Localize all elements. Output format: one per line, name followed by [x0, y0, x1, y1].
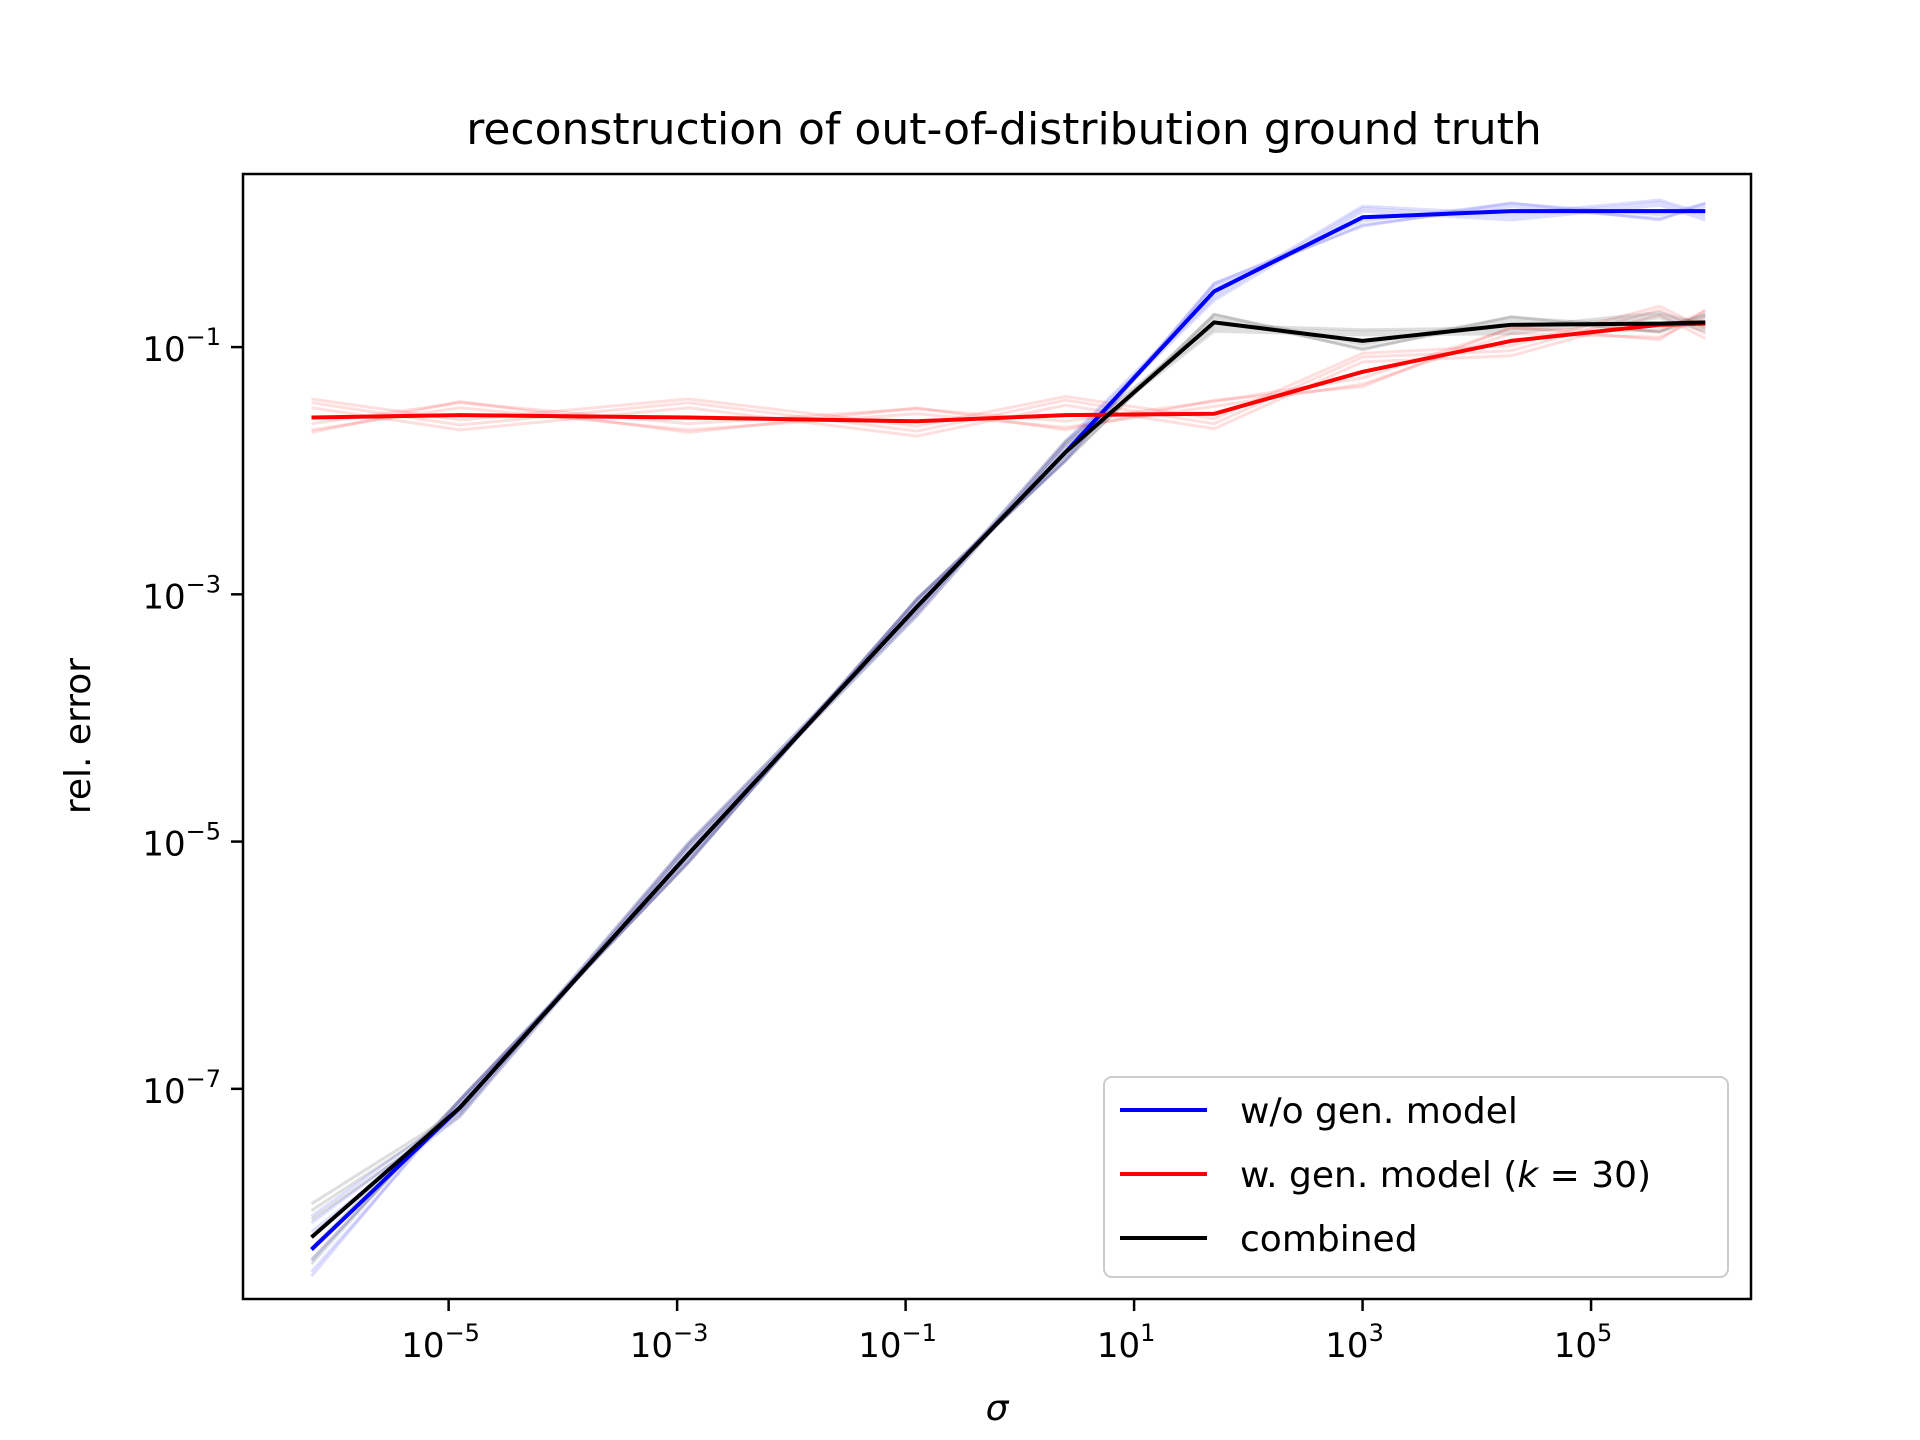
x-tick-label: 103: [1325, 1319, 1384, 1366]
series-with-gen-model-trial: [311, 313, 1706, 438]
x-tick-label: 10−3: [630, 1319, 709, 1366]
x-tick-exponent: 1: [1140, 1319, 1155, 1347]
series-layer: [310, 198, 1707, 1278]
x-tick-base: 10: [401, 1326, 444, 1366]
x-axis-label: σ: [986, 1388, 1010, 1429]
x-tick-label: 105: [1554, 1319, 1613, 1366]
y-tick-label: 10−7: [142, 1065, 221, 1112]
y-tick-base: 10: [142, 577, 185, 617]
x-tick-exponent: 3: [1369, 1319, 1384, 1347]
legend-label-with-model-post: = 30): [1538, 1155, 1651, 1196]
x-tick-label: 101: [1097, 1319, 1156, 1366]
y-tick-label: 10−1: [142, 323, 221, 370]
legend-box: [1103, 1076, 1729, 1278]
y-tick-base: 10: [142, 825, 185, 865]
y-tick-exponent: −3: [186, 570, 221, 598]
x-tick-label: 10−1: [858, 1319, 937, 1366]
legend-label-without-model: w/o gen. model: [1240, 1091, 1518, 1132]
x-tick-exponent: 5: [1597, 1319, 1612, 1347]
legend-label-with-model-k: k: [1517, 1155, 1540, 1196]
x-tick-exponent: −5: [445, 1319, 480, 1347]
x-axis-ticks: 10−5 10−3 10−1 101 103 105: [401, 1299, 1612, 1366]
series-with-gen-model: [311, 321, 1706, 424]
y-axis-label: rel. error: [58, 658, 99, 814]
legend-label-with-model: w. gen. model (k = 30): [1240, 1155, 1651, 1196]
y-tick-base: 10: [142, 330, 185, 370]
y-tick-label: 10−5: [142, 818, 221, 865]
series-with-gen-model-trial: [311, 308, 1706, 433]
series-with-gen-model-trial: [311, 309, 1706, 426]
plot-frame: [241, 172, 1753, 1301]
y-tick-exponent: −7: [186, 1065, 221, 1093]
y-axis-ticks: 10−110−310−510−7: [142, 323, 243, 1112]
legend: w/o gen. model w. gen. model (k = 30) co…: [1103, 1076, 1729, 1278]
series-with-gen-model-trial: [311, 314, 1706, 432]
x-tick-exponent: −1: [902, 1319, 937, 1347]
x-tick-exponent: −3: [673, 1319, 708, 1347]
y-tick-exponent: −5: [186, 818, 221, 846]
series-combined: [310, 320, 1706, 1239]
chart-title: reconstruction of out-of-distribution gr…: [466, 104, 1542, 155]
y-tick-label: 10−3: [142, 570, 221, 617]
x-tick-base: 10: [1325, 1326, 1368, 1366]
series-combined-trial: [310, 310, 1706, 1206]
legend-label-with-model-pre: w. gen. model (: [1240, 1155, 1517, 1196]
x-tick-base: 10: [630, 1326, 673, 1366]
x-tick-base: 10: [858, 1326, 901, 1366]
legend-label-combined: combined: [1240, 1219, 1418, 1260]
y-tick-exponent: −1: [186, 323, 221, 351]
y-tick-base: 10: [142, 1072, 185, 1112]
series-without-gen-model-trial: [310, 198, 1706, 1218]
x-tick-base: 10: [1554, 1326, 1597, 1366]
x-tick-base: 10: [1097, 1326, 1140, 1366]
x-tick-label: 10−5: [401, 1319, 480, 1366]
